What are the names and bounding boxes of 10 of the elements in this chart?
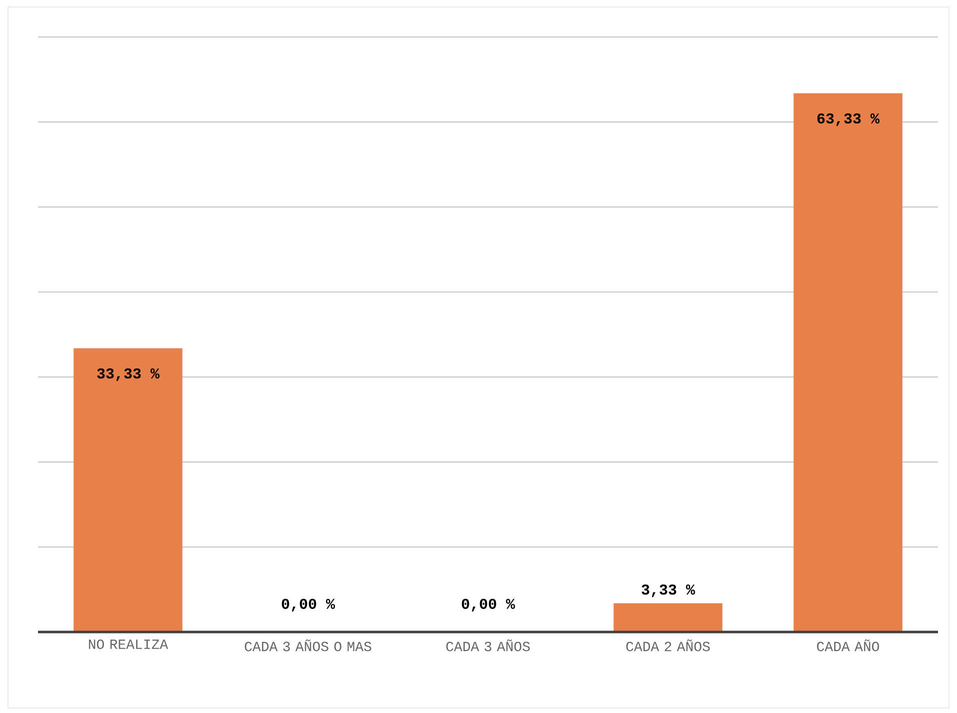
x-tick-label: CADA 3 AÑOS	[446, 640, 530, 652]
data-label: 33,33 %	[97, 368, 160, 382]
data-label: 3,33 %	[642, 584, 695, 598]
x-tick-label: CADA AÑO	[817, 640, 880, 652]
x-tick-label: CADA 3 AÑOS O MAS	[244, 640, 372, 652]
data-label: 0,00 %	[282, 598, 335, 612]
x-tick-label: NO REALIZA	[88, 640, 168, 650]
data-label: 63,33 %	[817, 113, 880, 126]
data-label: 0,00 %	[462, 598, 516, 612]
x-tick-label: CADA 2 AÑOS	[626, 640, 710, 652]
